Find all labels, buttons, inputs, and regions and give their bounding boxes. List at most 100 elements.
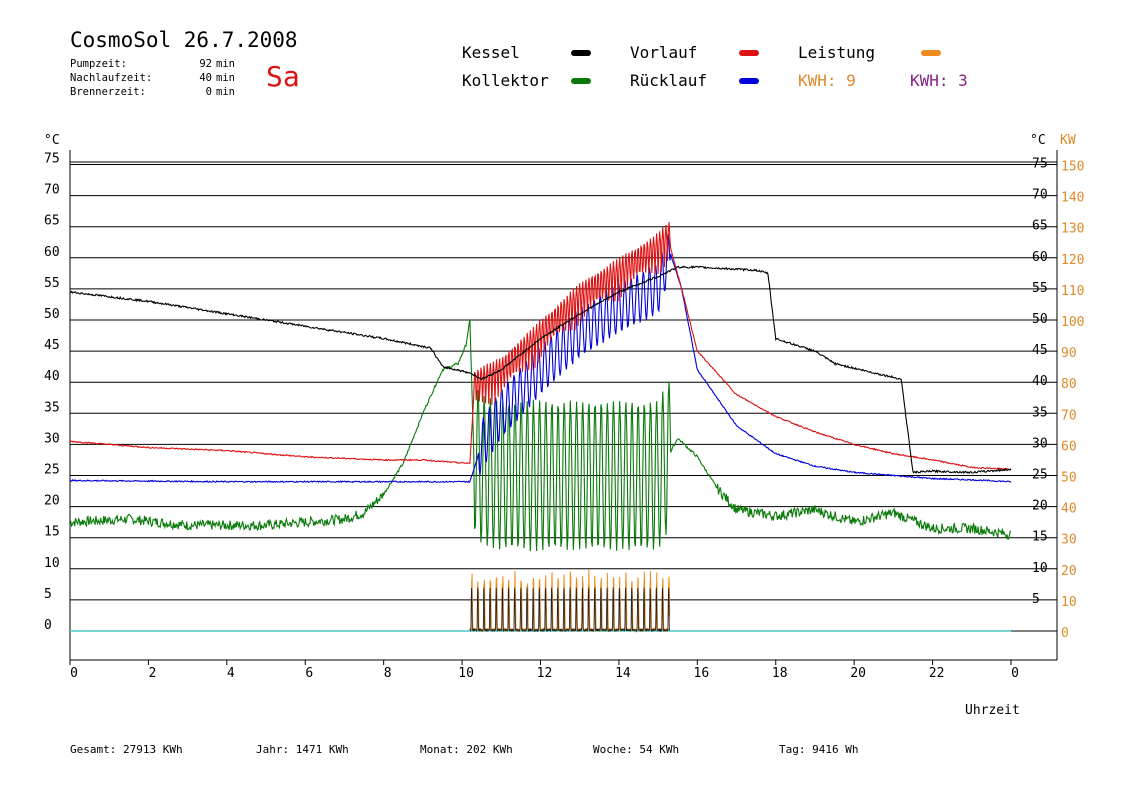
x-tick-label: 8	[384, 666, 392, 681]
series-line-ruecklauf	[69, 233, 1012, 484]
info-row-brennerzeit: Brennerzeit: 0 min	[70, 85, 235, 99]
x-axis-label: Uhrzeit	[965, 703, 1020, 718]
x-tick-label: 22	[929, 666, 945, 681]
y-tick-label-left: 35	[44, 400, 60, 415]
y-tick-label-left: 70	[44, 183, 60, 198]
legend-kollektor-label: Kollektor	[462, 71, 549, 90]
x-tick-label: 14	[615, 666, 631, 681]
chart-title: CosmoSol 26.7.2008	[70, 28, 298, 52]
series-line-vorlauf	[69, 222, 1012, 471]
y-tick-label-power: 140	[1061, 191, 1084, 206]
y-tick-label-power: 80	[1061, 377, 1077, 392]
x-tick-label: 0	[70, 666, 78, 681]
info-unit: min	[216, 58, 235, 70]
info-unit: min	[216, 86, 235, 98]
y-tick-label-power: 0	[1061, 626, 1069, 641]
legend-ruecklauf-swatch	[739, 78, 759, 84]
y-tick-label-power: 50	[1061, 471, 1077, 486]
y-tick-label-right: 50	[1032, 312, 1048, 327]
y-tick-label-right: 30	[1032, 436, 1048, 451]
series-line-kessel	[69, 265, 1012, 475]
y-tick-label-right: 55	[1032, 281, 1048, 296]
y-tick-label-left: 30	[44, 431, 60, 446]
y-tick-label-left: 60	[44, 245, 60, 260]
y-axis-unit-right: °C	[1030, 133, 1046, 148]
footer-woche: Woche: 54 KWh	[593, 743, 680, 756]
legend-vorlauf-label: Vorlauf	[630, 43, 698, 62]
y-tick-label-left: 0	[44, 618, 52, 633]
x-tick-label: 10	[458, 666, 474, 681]
y-tick-label-power: 120	[1061, 253, 1084, 268]
x-tick-label: 12	[537, 666, 553, 681]
y-tick-label-right: 35	[1032, 405, 1048, 420]
y-tick-label-power: 70	[1061, 408, 1077, 423]
legend-kwh-second: KWH: 3	[910, 71, 968, 90]
x-tick-label: 6	[305, 666, 313, 681]
y-tick-label-right: 15	[1032, 530, 1048, 545]
y-tick-label-left: 65	[44, 214, 60, 229]
y-tick-label-power: 150	[1061, 160, 1084, 175]
x-tick-label: 2	[149, 666, 157, 681]
y-tick-label-left: 55	[44, 276, 60, 291]
y-axis-unit-left: °C	[44, 133, 60, 148]
weekday-label: Sa	[266, 60, 300, 93]
y-tick-label-power: 20	[1061, 564, 1077, 579]
legend-ruecklauf-label: Rücklauf	[630, 71, 708, 90]
y-tick-label-power: 100	[1061, 315, 1084, 330]
footer-jahr: Jahr: 1471 KWh	[256, 743, 349, 756]
y-tick-label-right: 25	[1032, 468, 1048, 483]
y-tick-label-right: 40	[1032, 374, 1048, 389]
legend-kwh-leistung: KWH: 9	[798, 71, 856, 90]
y-tick-label-power: 110	[1061, 284, 1084, 299]
series-line-leistung-secondary	[469, 587, 671, 633]
info-unit: min	[216, 72, 235, 84]
legend-vorlauf-swatch	[739, 50, 759, 56]
y-tick-label-left: 10	[44, 556, 60, 571]
y-tick-label-power: 10	[1061, 595, 1077, 610]
y-tick-label-right: 20	[1032, 499, 1048, 514]
runtime-info: Pumpzeit: 92 min Nachlaufzeit: 40 min Br…	[70, 57, 235, 99]
info-label: Brennerzeit:	[70, 86, 146, 98]
y-tick-label-power: 60	[1061, 439, 1077, 454]
x-tick-label: 0	[1011, 666, 1019, 681]
legend-kessel-label: Kessel	[462, 43, 520, 62]
y-tick-label-right: 60	[1032, 250, 1048, 265]
y-tick-label-left: 15	[44, 525, 60, 540]
x-tick-label: 4	[227, 666, 235, 681]
y-tick-label-right: 70	[1032, 188, 1048, 203]
y-tick-label-power: 30	[1061, 533, 1077, 548]
y-tick-label-right: 5	[1032, 592, 1040, 607]
legend-kessel-swatch	[571, 50, 591, 56]
y-tick-label-power: 40	[1061, 502, 1077, 517]
y-axis-unit-power: KW	[1060, 133, 1076, 148]
y-tick-label-left: 75	[44, 152, 60, 167]
legend-leistung-label: Leistung	[798, 43, 876, 62]
footer-gesamt: Gesamt: 27913 KWh	[70, 743, 183, 756]
legend-leistung-swatch	[921, 50, 941, 56]
y-tick-label-right: 10	[1032, 561, 1048, 576]
y-tick-label-right: 65	[1032, 219, 1048, 234]
y-tick-label-power: 90	[1061, 346, 1077, 361]
y-tick-label-power: 130	[1061, 222, 1084, 237]
info-value: 92	[199, 58, 212, 70]
info-label: Nachlaufzeit:	[70, 72, 153, 84]
x-tick-label: 18	[772, 666, 788, 681]
y-tick-label-right: 75	[1032, 157, 1048, 172]
footer-monat: Monat: 202 KWh	[420, 743, 513, 756]
footer-tag: Tag: 9416 Wh	[779, 743, 859, 756]
y-tick-label-left: 45	[44, 338, 60, 353]
info-row-nachlaufzeit: Nachlaufzeit: 40 min	[70, 71, 235, 85]
x-tick-label: 16	[694, 666, 710, 681]
y-tick-label-left: 25	[44, 463, 60, 478]
y-tick-label-left: 20	[44, 494, 60, 509]
y-tick-label-right: 45	[1032, 343, 1048, 358]
y-tick-label-left: 5	[44, 587, 52, 602]
info-value: 0	[205, 86, 212, 98]
info-value: 40	[199, 72, 212, 84]
info-label: Pumpzeit:	[70, 58, 127, 70]
y-tick-label-left: 50	[44, 307, 60, 322]
x-tick-label: 20	[850, 666, 866, 681]
legend-kollektor-swatch	[571, 78, 591, 84]
y-tick-label-left: 40	[44, 369, 60, 384]
